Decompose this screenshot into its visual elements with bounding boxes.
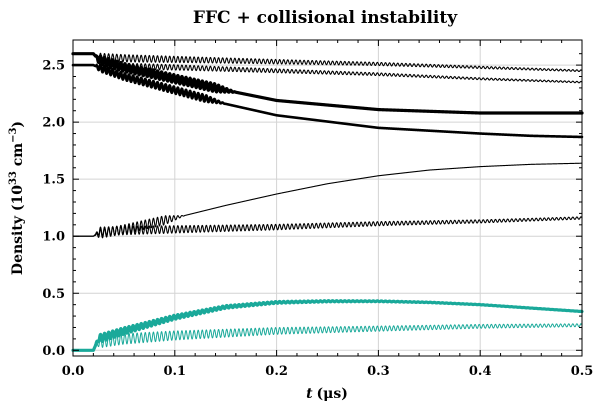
series-line-4	[72, 61, 583, 84]
series-line-8	[72, 323, 583, 351]
x-tick-label: 0.5	[571, 364, 594, 379]
series-line-5	[72, 162, 583, 239]
x-axis-variable: t	[306, 386, 313, 402]
x-axis-label: t (μs)	[306, 386, 348, 402]
grid-lines	[73, 40, 582, 356]
y-tick-label: 1.5	[42, 173, 65, 188]
x-axis-unit: (μs)	[317, 386, 348, 402]
series-group	[71, 52, 584, 352]
series-line-3	[72, 52, 583, 73]
x-tick-label: 0.3	[367, 364, 390, 379]
chart-title: FFC + collisional instability	[193, 8, 458, 28]
y-axis-label-unit: cm	[10, 143, 26, 171]
series-line-7	[71, 299, 584, 352]
y-tick-label: 0.5	[42, 287, 65, 302]
series-line-1	[71, 52, 584, 115]
y-tick-label: 1.0	[42, 230, 65, 245]
series-line-6	[72, 216, 583, 237]
y-axis-label-exponent: 33	[8, 171, 19, 185]
x-tick-label: 0.2	[265, 364, 288, 379]
y-tick-label: 2.0	[42, 116, 65, 131]
plot-frame	[72, 39, 583, 357]
x-tick-label: 0.0	[62, 364, 85, 379]
axis-ticks: 0.0 0.1 0.2 0.3 0.4 0.5 0.0 0.5 1.0 1.5 2.0 2.5	[42, 40, 593, 379]
x-tick-label: 0.1	[163, 364, 186, 379]
y-tick-label: 2.5	[42, 59, 65, 74]
y-axis-label-close: )	[10, 121, 26, 128]
y-axis-label-main: Density (10	[10, 185, 26, 275]
series-line-2	[71, 63, 584, 139]
y-axis-label: Density (1033 cm−3)	[8, 121, 26, 275]
y-axis-label-unit-exponent: −3	[8, 128, 19, 143]
y-tick-label: 0.0	[42, 344, 65, 359]
x-tick-label: 0.4	[469, 364, 492, 379]
